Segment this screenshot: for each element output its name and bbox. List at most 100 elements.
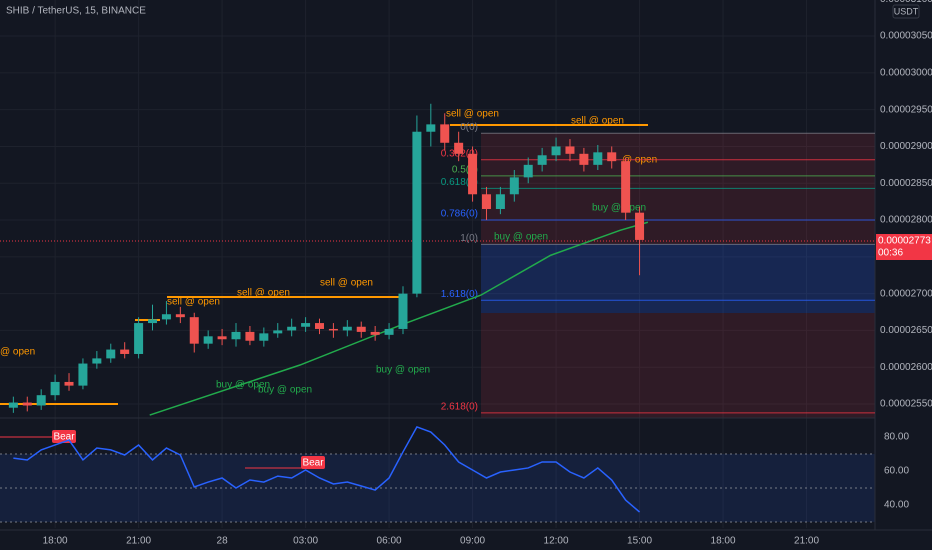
candle-body [64, 381, 74, 386]
candle-body [593, 152, 603, 165]
currency: USDT [894, 6, 919, 16]
annotation: sell @ open [237, 288, 290, 299]
fib-label: 0(0) [460, 122, 478, 133]
candle-body [468, 153, 478, 195]
candle-body [22, 402, 32, 406]
candle-body [8, 402, 18, 408]
y-tick-label: 0.00002850 [880, 178, 932, 189]
y-tick-label: 0.00002600 [880, 362, 932, 373]
fib-zone [481, 244, 875, 313]
candle-body [565, 146, 575, 154]
x-tick-label: 28 [217, 536, 229, 547]
last-price: 0.00002773 [878, 236, 931, 247]
candle-body [259, 333, 269, 341]
candle-body [273, 330, 283, 334]
fib-label: 0.618(0) [441, 177, 478, 188]
fib-label: 2.618(0) [441, 401, 478, 412]
candle-body [412, 131, 422, 294]
candle-body [314, 323, 324, 329]
candle-body [523, 164, 533, 178]
candle-body [301, 323, 311, 327]
y-tick-label: 0.00002650 [880, 325, 932, 336]
candle-body [245, 331, 255, 341]
y-tick-label: 0.00003000 [880, 67, 932, 78]
candle-body [579, 153, 589, 165]
candle-body [50, 381, 60, 396]
candle-body [621, 161, 631, 213]
candle-body [398, 293, 408, 329]
x-tick-label: 21:00 [794, 536, 819, 547]
ma-line [149, 221, 649, 416]
bear-tag [301, 456, 325, 469]
x-tick-label: 15:00 [627, 536, 652, 547]
y-tick-label: 0.00002900 [880, 141, 932, 152]
candle-body [287, 326, 297, 331]
fib-zone [481, 313, 875, 418]
candle-body [454, 142, 464, 154]
bear-tag [52, 430, 76, 443]
candle-body [231, 331, 241, 340]
candle-body [36, 395, 46, 406]
y-tick-label: 80.00 [884, 432, 909, 443]
last-price-tag [876, 234, 932, 260]
x-tick-label: 18:00 [43, 536, 68, 547]
candle-body [426, 124, 436, 132]
candle-body [481, 194, 491, 209]
fib-label: 1.618(0) [441, 289, 478, 300]
candle-body [635, 212, 645, 240]
rsi-line [13, 426, 641, 513]
candle-body [161, 314, 171, 320]
candle-body [384, 328, 394, 335]
fib-label: 0.5(0) [452, 165, 478, 176]
candle-body [203, 336, 213, 344]
annotation: @ open [0, 347, 35, 358]
y-tick-label: 60.00 [884, 466, 909, 477]
symbol-title: SHIB / TetherUS, 15, BINANCE [6, 6, 146, 17]
annotation: buy @ open [258, 385, 312, 396]
candle-body [328, 328, 338, 331]
candle-body [509, 177, 519, 195]
candle-body [551, 146, 561, 156]
fib-label: 1(0) [460, 233, 478, 244]
annotation: sell @ open [446, 109, 499, 120]
candle-body [106, 349, 116, 359]
candle-body [356, 326, 366, 332]
y-tick-label: 0.00002550 [880, 399, 932, 410]
candle-body [175, 314, 185, 318]
y-tick-label: 0.00002950 [880, 104, 932, 115]
candle-body [134, 323, 144, 354]
candle-body [78, 363, 88, 386]
annotation: buy @ open [216, 380, 270, 391]
annotation: sell @ open [167, 297, 220, 308]
candle-body [189, 317, 199, 344]
annotation: sell @ open [571, 116, 624, 127]
candle-body [120, 349, 130, 354]
candle-body [148, 319, 158, 324]
candle-body [607, 152, 617, 162]
fib-label: 0.382(0) [441, 148, 478, 159]
candle-body [370, 331, 380, 335]
x-tick-label: 06:00 [377, 536, 402, 547]
candle-body [217, 336, 227, 340]
candle-body [537, 155, 547, 165]
annotation: sell @ open [320, 278, 373, 289]
candle-body [342, 326, 352, 331]
y-tick-label: 0.00002800 [880, 215, 932, 226]
currency-box [892, 4, 920, 19]
candle-body [495, 194, 505, 209]
candle-body [440, 124, 450, 143]
x-tick-label: 18:00 [711, 536, 736, 547]
x-tick-label: 21:00 [126, 536, 151, 547]
y-tick-label: 40.00 [884, 500, 909, 511]
y-tick-label: 0.00003100 [880, 0, 932, 5]
annotation: buy @ open [376, 365, 430, 376]
fib-label: 0.786(0) [441, 209, 478, 220]
annotation: buy @ open [592, 203, 646, 214]
signal-lines [0, 124, 648, 405]
y-tick-label: 0.00002700 [880, 288, 932, 299]
annotation: Bear [53, 432, 75, 443]
candle-body [92, 358, 102, 364]
countdown: 00:36 [878, 248, 903, 259]
annotation: buy @ open [494, 232, 548, 243]
